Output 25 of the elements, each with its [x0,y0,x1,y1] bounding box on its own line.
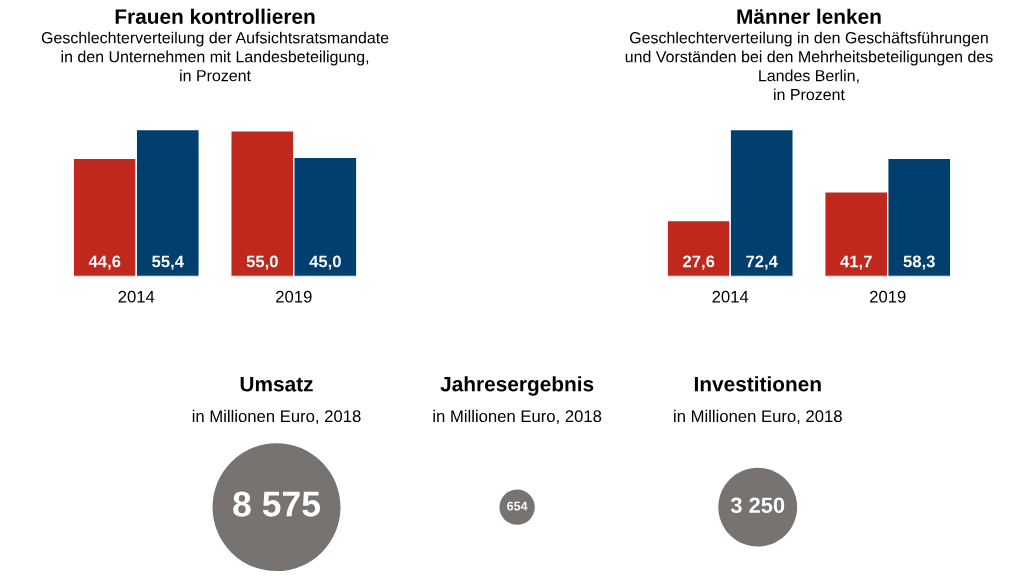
data-label: 58,3 [903,255,935,270]
x-tick-label: 2014 [118,290,155,303]
x-tick-label: 2019 [870,290,906,303]
data-label: 55,0 [246,255,278,270]
data-label: 3 250 [730,497,785,514]
chart-subtitle: Geschlechterverteilung in den Geschäftsführungen und Vorständen bei den Mehrheitsbeteiligungen des Landes Berlin, in Prozent [625,31,993,101]
data-label: 41,7 [840,255,872,270]
chart-title: Frauen kontrollieren [115,8,315,24]
data-label: 654 [507,501,528,511]
x-tick-label: 2019 [276,290,312,303]
chart-title: Männer lenken [737,8,881,24]
data-label: 72,4 [746,255,778,270]
data-label: 8 575 [233,491,321,517]
category-label: Jahresergebnis [440,376,594,396]
data-label: 45,0 [309,255,341,270]
text: in Millionen Euro, 2018 [192,409,361,425]
category-label: Umsatz [240,376,313,392]
data-label: 55,4 [152,255,184,270]
category-label: Investitionen [694,376,821,392]
data-label: 27,6 [683,255,715,270]
chart-subtitle: Geschlechterverteilung der Aufsichtsratsmandate in den Unternehmen mit Landesbeteiligung, in Prozent [41,31,389,82]
x-tick-label: 2014 [712,290,749,303]
text: in Millionen Euro, 2018 [433,409,602,425]
text: in Millionen Euro, 2018 [674,409,842,425]
data-label: 44,6 [88,255,121,270]
